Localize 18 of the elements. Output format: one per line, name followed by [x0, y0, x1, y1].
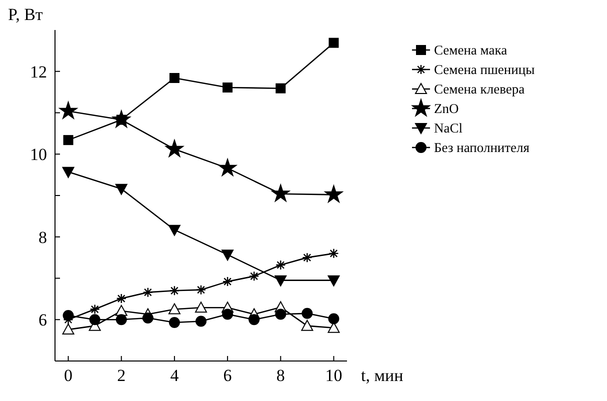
- legend-label: Семена клевера: [434, 82, 525, 97]
- y-tick-label: 8: [38, 228, 47, 247]
- legend-label: Семена мака: [434, 42, 508, 58]
- y-tick-label: 12: [30, 62, 47, 82]
- x-tick-label: 6: [223, 366, 232, 385]
- x-tick-label: 0: [64, 366, 73, 385]
- x-tick-label: 10: [325, 366, 342, 385]
- legend-label: Без наполнителя: [434, 140, 530, 156]
- y-tick-label: 10: [30, 145, 47, 164]
- x-tick-label: 4: [170, 366, 180, 385]
- y-tick-label: 6: [38, 310, 47, 330]
- x-tick-label: 2: [117, 366, 126, 385]
- x-axis-title: t, мин: [361, 366, 404, 385]
- y-axis-title: P, Вт: [8, 5, 44, 24]
- legend-label: ZnO: [434, 101, 459, 116]
- legend-label: NaCl: [434, 120, 463, 136]
- x-tick-label: 8: [276, 366, 285, 385]
- legend-label: Семена пшеницы: [434, 62, 535, 78]
